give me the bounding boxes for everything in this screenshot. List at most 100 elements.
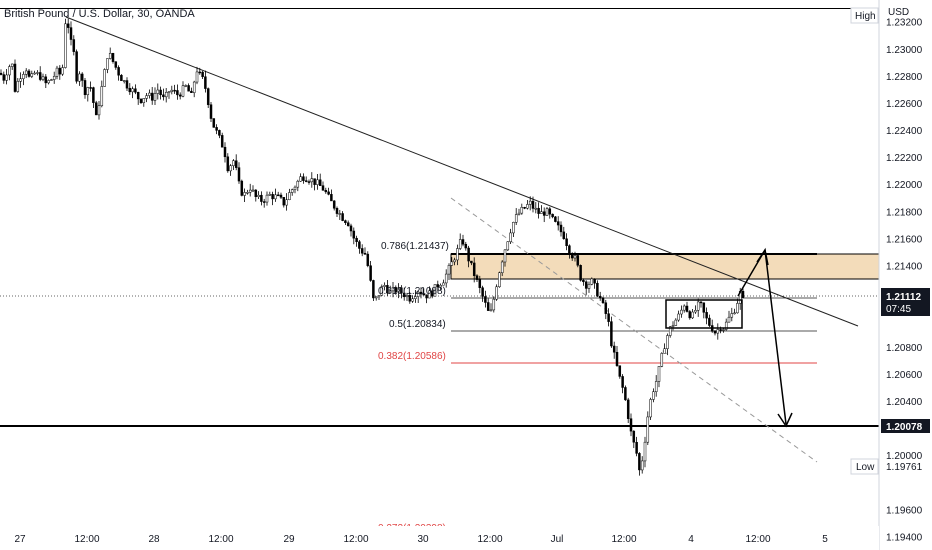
candle-body (346, 222, 350, 227)
candle-body (668, 326, 672, 336)
time-tick-label: Jul (551, 534, 564, 545)
candle-body (624, 387, 627, 401)
candle-body (47, 80, 50, 84)
candle-body (58, 67, 62, 75)
candle-body (162, 94, 165, 98)
candle-body (397, 287, 400, 293)
candle-body (279, 194, 283, 198)
candle-body (629, 418, 633, 432)
candle-body (565, 238, 568, 246)
candle-body (626, 399, 630, 419)
candle-body (405, 295, 409, 298)
candle-body (537, 207, 540, 214)
price-axis[interactable] (879, 0, 932, 550)
price-tick-label: 1.20400 (886, 397, 923, 408)
candle-body (531, 200, 535, 209)
candle-body (237, 167, 241, 182)
projection-up-arrowhead (756, 248, 769, 266)
candle-body (702, 302, 706, 313)
candle-body (492, 298, 496, 311)
candle-body (262, 201, 266, 203)
candle-body (78, 73, 81, 82)
time-tick-label: 29 (283, 534, 295, 545)
candle-body (164, 92, 168, 98)
candle-body (254, 189, 258, 197)
candle-body (400, 287, 403, 294)
candle-body (167, 91, 171, 93)
candle-body (428, 290, 431, 299)
candle-body (414, 296, 417, 299)
price-tick-label: 1.21400 (886, 262, 923, 273)
candle-body (509, 232, 512, 242)
candle-body (316, 179, 319, 185)
candle-body (383, 285, 386, 287)
candle-body (425, 294, 428, 299)
price-tick-label: 1.22000 (886, 180, 923, 191)
candle-body (55, 67, 59, 77)
price-tick-label: 1.19600 (886, 505, 923, 516)
candle-body (220, 135, 224, 148)
candle-body (327, 191, 330, 195)
candle-body (554, 216, 557, 222)
candle-body (184, 85, 188, 87)
candle-body (570, 254, 574, 259)
candle-body (607, 313, 610, 322)
candle-body (638, 453, 641, 471)
candle-body (120, 74, 123, 81)
candle-body (5, 74, 8, 81)
candle-body (108, 53, 112, 59)
candle-body (136, 92, 140, 100)
candle-body (386, 285, 389, 294)
currency-label: USD (888, 7, 909, 18)
candle-body (540, 211, 543, 214)
descending-trendline[interactable] (65, 16, 859, 327)
candle-body (719, 329, 722, 331)
candle-body (542, 211, 546, 216)
candle-body (243, 192, 246, 196)
price-tick-label: 1.21800 (886, 207, 923, 218)
candle-body (604, 302, 608, 314)
candle-body (150, 92, 154, 101)
candle-body (576, 255, 580, 266)
candle-body (439, 284, 442, 288)
candle-body (2, 74, 6, 81)
candle-body (696, 301, 700, 311)
candle-body (512, 222, 515, 234)
candle-body (33, 72, 36, 75)
candle-body (246, 192, 249, 194)
candle-body (408, 295, 412, 302)
candle-body (506, 241, 510, 251)
dashed-trendline[interactable] (450, 197, 818, 463)
current-price-badge (881, 288, 930, 316)
low-tag (850, 458, 879, 475)
time-axis[interactable] (0, 526, 879, 550)
candle-body (72, 39, 76, 52)
candle-body (688, 311, 692, 319)
candle-body (545, 208, 549, 216)
candle-body (475, 275, 479, 280)
candle-body (652, 391, 655, 400)
supply-zone[interactable] (450, 253, 880, 280)
candle-body (733, 312, 736, 315)
candle-body (358, 241, 361, 249)
candle-body (156, 89, 160, 94)
candle-body (372, 280, 375, 299)
candle-body (632, 430, 636, 443)
candle-body (92, 87, 95, 103)
candle-body (677, 313, 680, 321)
candle-body (618, 365, 622, 377)
candle-body (722, 329, 725, 331)
candle-body (271, 194, 274, 200)
candle-body (514, 214, 518, 223)
candle-body (94, 102, 98, 116)
candle-body (0, 72, 3, 75)
candle-body (548, 208, 552, 215)
candle-body (251, 189, 255, 192)
candle-body (657, 366, 661, 382)
consolidation-box[interactable] (665, 299, 743, 329)
candle-body (727, 316, 731, 323)
candle-body (671, 325, 675, 327)
candle-body (335, 208, 339, 214)
candle-body (598, 296, 602, 299)
